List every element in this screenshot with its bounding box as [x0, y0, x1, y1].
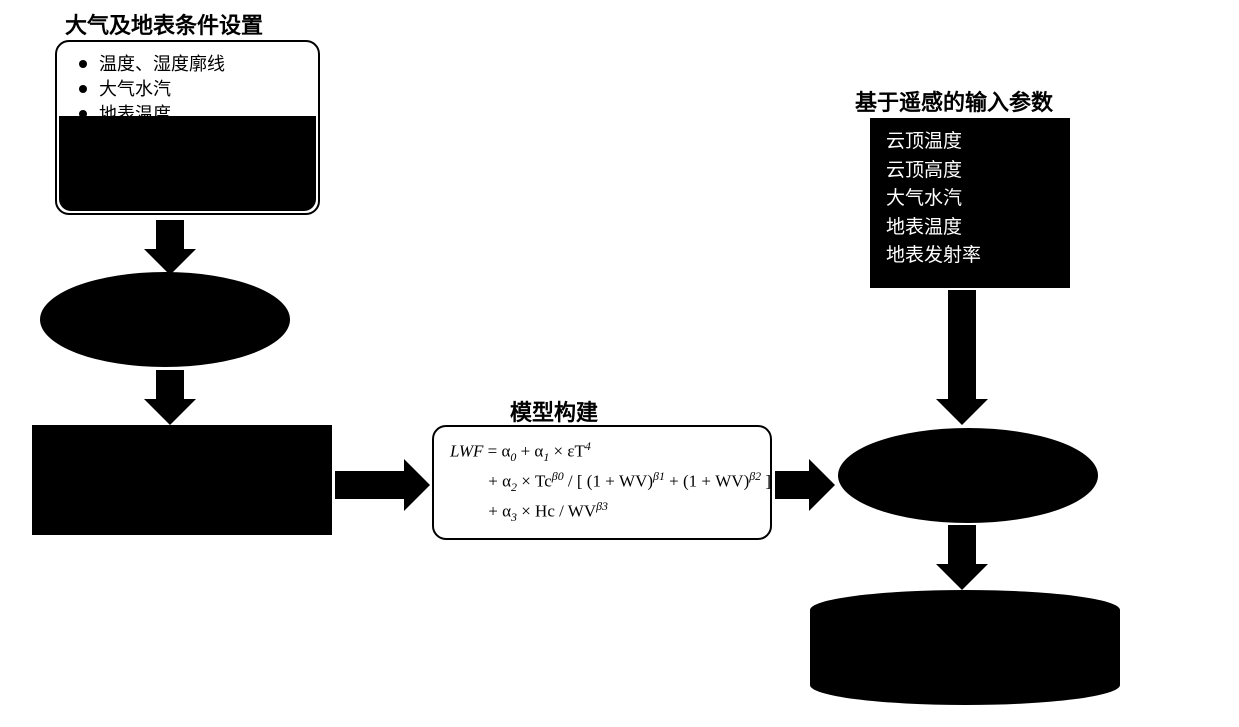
list-item: 地表温度 — [886, 214, 1054, 243]
arrow-down-icon — [932, 290, 992, 425]
right-ellipse-node — [838, 428, 1098, 523]
left-section-title: 大气及地表条件设置 — [65, 8, 325, 40]
list-item: 地表发射率 — [886, 242, 1054, 271]
list-item: 云顶温度 — [886, 128, 1054, 157]
left-rect-node — [32, 425, 332, 535]
left-ellipse-node — [40, 272, 290, 367]
list-item: 大气水汽 — [886, 185, 1054, 214]
list-item: 温度、湿度廓线 — [73, 52, 302, 77]
arrow-down-icon — [140, 370, 200, 425]
output-cylinder-node — [810, 610, 1120, 685]
occlusion-block — [59, 116, 316, 211]
arrow-right-icon — [775, 455, 835, 515]
formula-text: LWF = α0 + α1 × εT4 + α2 × Tcβ0 / [ (1 +… — [450, 437, 754, 527]
model-formula-box: LWF = α0 + α1 × εT4 + α2 × Tcβ0 / [ (1 +… — [432, 425, 772, 540]
conditions-box: 温度、湿度廓线 大气水汽 地表温度 发射率 云量、云顶 高度 — [55, 40, 320, 215]
right-section-title: 基于遥感的输入参数 — [855, 85, 1115, 117]
arrow-down-icon — [932, 525, 992, 590]
list-item: 云顶高度 — [886, 157, 1054, 186]
list-item: 大气水汽 — [73, 77, 302, 102]
remote-sensing-params-box: 云顶温度 云顶高度 大气水汽 地表温度 地表发射率 — [870, 118, 1070, 288]
arrow-right-icon — [335, 455, 430, 515]
center-section-title: 模型构建 — [510, 395, 660, 427]
arrow-down-icon — [140, 220, 200, 275]
